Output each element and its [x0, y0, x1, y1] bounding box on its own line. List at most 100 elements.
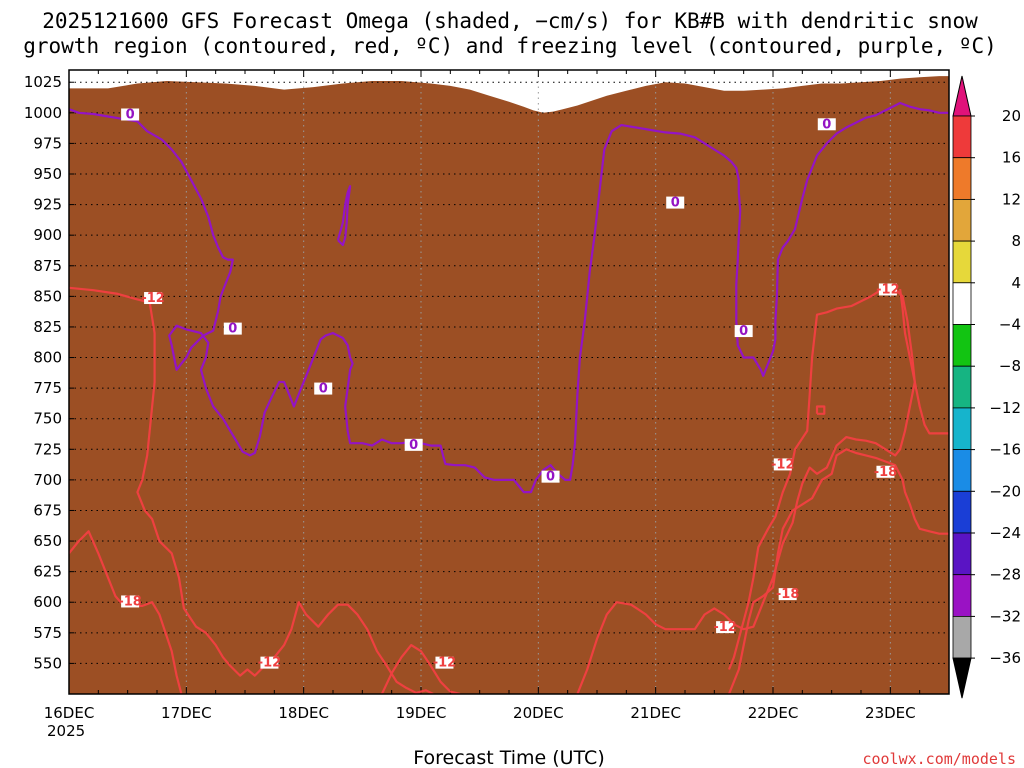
contour-label-bg [404, 438, 423, 451]
colorbar-label: −32 [989, 607, 1021, 625]
x-axis: 16DEC 17DEC 18DEC 19DEC 20DEC 21DEC 22DEC 23DEC [44, 704, 916, 722]
colorbar-segment [952, 407, 972, 450]
contour-label: -18 [776, 587, 800, 602]
contour-label-bg [734, 325, 753, 338]
chart-title-line2: growth region (contoured, red, ºC) and f… [23, 34, 997, 58]
contour-label: -18 [874, 465, 898, 480]
colorbar-label: −36 [989, 649, 1021, 667]
y-tick-label: 725 [33, 440, 62, 458]
colorbar-segment [952, 115, 972, 159]
y-tick-label: 925 [33, 196, 62, 214]
x-tick-label: 16DEC [44, 704, 95, 722]
colorbar-segment [952, 198, 972, 242]
colorbar-label: 16 [1002, 149, 1021, 167]
contour-label-bg [121, 595, 140, 608]
colorbar-segment [952, 365, 972, 409]
contour-label: 0 [739, 324, 748, 339]
contour-label-bg [260, 656, 279, 669]
x-axis-year-label: 2025 [47, 722, 85, 740]
chart-title-line1: 2025121600 GFS Forecast Omega (shaded, −… [42, 9, 978, 33]
contours: -18 -12 -12 -12 -12 -12 -12 -18 -18 0 0 0 0 0 0 0 0 [69, 101, 949, 694]
contour-minus12-left [69, 286, 434, 694]
y-axis: 550 575 600 625 650 675 700 725 750 775 800 825 850 8… [24, 73, 74, 672]
contour-minus12-box [815, 405, 826, 415]
terrain [69, 76, 949, 694]
colorbar-label: 4 [1011, 274, 1021, 292]
y-tick-label: 650 [33, 532, 62, 550]
x-tick-label: 23DEC [865, 704, 916, 722]
y-tick-label: 700 [33, 471, 62, 489]
x-tick-label: 18DEC [278, 704, 329, 722]
x-axis-title: Forecast Time (UTC) [413, 747, 604, 768]
x-tick-label: 22DEC [748, 704, 799, 722]
contour-label-bg [314, 382, 333, 395]
contour-label-bg [817, 118, 836, 131]
x-tick-label: 21DEC [630, 704, 681, 722]
contour-label-bg [121, 108, 140, 121]
y-tick-label: 850 [33, 287, 62, 305]
contour-label: 0 [546, 470, 555, 485]
y-tick-label: 900 [33, 226, 62, 244]
contour-label-bg [778, 588, 797, 601]
colorbar-segment [952, 282, 972, 325]
colorbar-label: −4 [999, 316, 1021, 334]
plot-area: -18 -12 -12 -12 -12 -12 -12 -18 -18 0 0 0 0 0 0 0 0 [68, 69, 950, 695]
y-tick-label: 675 [33, 501, 62, 519]
colorbar-label: 8 [1011, 232, 1021, 250]
y-tick-label: 975 [33, 134, 62, 152]
contour-minus18-right [727, 448, 949, 694]
contour-minus12-far-right [899, 288, 949, 435]
y-tick-label: 775 [33, 379, 62, 397]
contour-label-bg [541, 470, 560, 483]
colorbar-segment [952, 157, 972, 200]
contour-label: 0 [822, 117, 831, 132]
colorbar-segment [952, 324, 972, 367]
colorbar-segment [952, 490, 972, 534]
credit-text: coolwx.com/models [862, 750, 1016, 768]
colorbar-segment [952, 240, 972, 284]
contour-label-bg [144, 292, 163, 305]
contour-label-bg [666, 196, 685, 209]
y-tick-label: 950 [33, 165, 62, 183]
colorbar-label: −24 [989, 524, 1021, 542]
colorbar-label: −8 [999, 357, 1021, 375]
y-tick-label: 875 [33, 257, 62, 275]
colorbar-label: −28 [989, 566, 1021, 584]
y-tick-label: 1025 [24, 73, 62, 91]
y-tick-label: 575 [33, 624, 62, 642]
contour-label-bg [223, 322, 242, 335]
colorbar-segment [952, 532, 972, 576]
contour-label: -12 [141, 291, 165, 306]
contour-label: 0 [671, 196, 680, 211]
colorbar-label: −16 [989, 441, 1021, 459]
freezing-level-zero-loop [336, 185, 352, 247]
colorbar-label: −20 [989, 482, 1021, 500]
colorbar: 20 16 12 8 4 −4 −8 −12 −16 −20 −24 −28 −32 −36 [952, 75, 1021, 699]
y-tick-label: 625 [33, 563, 62, 581]
contour-label: -12 [258, 656, 282, 671]
contour-label: 0 [409, 438, 418, 453]
contour-label-bg [876, 465, 895, 478]
x-tick-label: 19DEC [396, 704, 447, 722]
contour-label: -12 [713, 620, 737, 635]
colorbar-segment [952, 449, 972, 492]
contour-label-bg [878, 283, 897, 296]
contour-minus12-mid [380, 643, 461, 694]
contour-label-bg [716, 621, 735, 634]
contour-label: -12 [771, 457, 795, 472]
y-tick-label: 800 [33, 349, 62, 367]
contour-label: 0 [126, 107, 135, 122]
contour-label: 0 [228, 322, 237, 337]
y-tick-label: 1000 [24, 104, 62, 122]
y-tick-label: 550 [33, 654, 62, 672]
contour-label-bg [773, 458, 792, 471]
contour-label: -12 [876, 282, 900, 297]
terrain-fill [69, 76, 949, 694]
freezing-level-zero [69, 101, 949, 494]
colorbar-label: 12 [1002, 190, 1021, 208]
colorbar-segment [952, 574, 972, 617]
x-tick-label: 20DEC [513, 704, 564, 722]
contour-label: 0 [319, 382, 328, 397]
contour-label: -12 [433, 656, 457, 671]
